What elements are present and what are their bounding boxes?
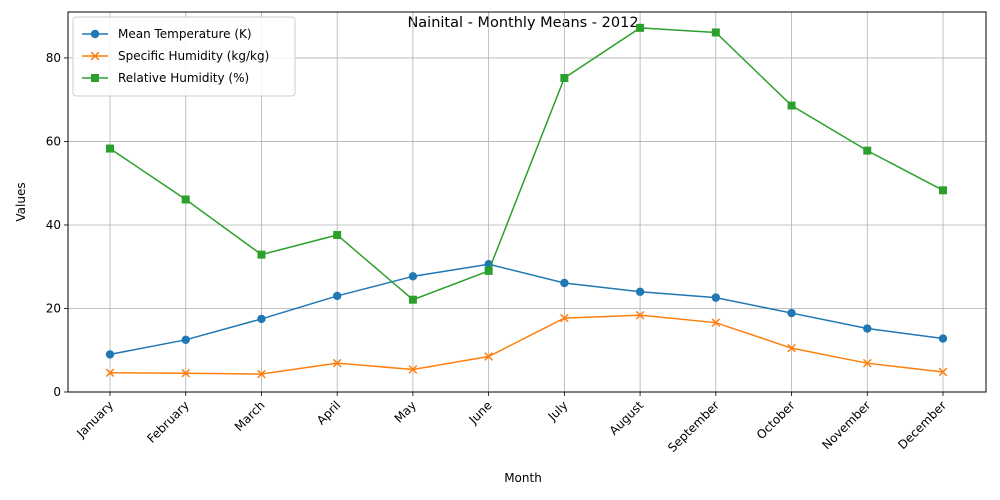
data-point xyxy=(938,334,948,343)
data-point xyxy=(105,350,115,359)
data-point xyxy=(332,358,342,368)
x-tick-label: July xyxy=(545,398,571,424)
data-point xyxy=(863,146,872,155)
data-point xyxy=(333,230,342,239)
data-point xyxy=(862,358,872,368)
data-point xyxy=(787,101,796,110)
chart-title: Nainital - Monthly Means - 2012 xyxy=(407,15,638,31)
series-layer xyxy=(105,23,948,379)
y-tick-label: 0 xyxy=(53,385,61,399)
y-tick-label: 20 xyxy=(46,301,61,315)
axis-ticks: January February March April May June July Augu… xyxy=(46,51,949,455)
y-axis-label: Values xyxy=(14,182,28,221)
data-point xyxy=(484,352,493,361)
data-point xyxy=(711,318,721,328)
legend-item: Mean Temperature (K) xyxy=(82,27,252,41)
x-axis-label: Month xyxy=(504,471,542,485)
legend-marker xyxy=(90,51,100,61)
x-tick-label: March xyxy=(232,398,268,434)
series-line xyxy=(109,27,944,301)
x-tick-label: May xyxy=(392,398,419,425)
x-tick-label: December xyxy=(895,398,949,452)
legend-marker xyxy=(91,74,99,82)
data-point xyxy=(938,367,948,377)
legend-item: Specific Humidity (kg/kg) xyxy=(82,49,269,63)
data-point xyxy=(105,368,115,378)
series-2 xyxy=(105,310,948,379)
data-point xyxy=(408,272,418,281)
data-point xyxy=(257,314,266,324)
series-line xyxy=(109,263,944,356)
legend-box xyxy=(72,16,296,97)
data-point xyxy=(106,144,114,153)
data-point xyxy=(635,310,645,320)
data-point xyxy=(863,324,872,333)
legend-marker xyxy=(90,29,100,39)
data-point xyxy=(408,365,418,374)
x-tick-label: August xyxy=(607,398,647,438)
plot-frame xyxy=(67,11,987,393)
data-point xyxy=(787,343,796,353)
x-tick-label: June xyxy=(466,398,495,427)
data-point xyxy=(332,291,342,301)
data-point xyxy=(711,293,721,302)
data-point xyxy=(408,295,417,304)
data-point xyxy=(257,250,266,259)
legend-label: Specific Humidity (kg/kg) xyxy=(118,49,269,63)
y-tick-label: 40 xyxy=(46,218,61,232)
data-point xyxy=(484,266,493,275)
legend: Mean Temperature (K) Specific Humidity (k… xyxy=(72,16,296,97)
series-line xyxy=(109,314,944,375)
x-tick-label: September xyxy=(665,398,722,455)
data-point xyxy=(181,368,191,378)
x-tick-label: April xyxy=(314,398,343,427)
series-3 xyxy=(106,23,947,304)
x-tick-label: November xyxy=(819,398,873,452)
x-tick-label: January xyxy=(73,398,116,441)
data-point xyxy=(181,195,190,204)
legend-label: Relative Humidity (%) xyxy=(118,71,249,85)
data-point xyxy=(636,23,645,32)
data-point xyxy=(635,287,645,296)
data-point xyxy=(560,73,569,82)
x-tick-label: October xyxy=(754,398,798,442)
data-point xyxy=(560,313,569,323)
data-point xyxy=(181,335,190,345)
legend-item: Relative Humidity (%) xyxy=(82,71,249,85)
data-point xyxy=(939,186,947,195)
data-point xyxy=(257,369,266,379)
x-tick-label: February xyxy=(144,398,192,446)
series-1 xyxy=(105,260,948,359)
data-point xyxy=(560,278,569,288)
y-tick-label: 60 xyxy=(46,134,61,148)
legend-label: Mean Temperature (K) xyxy=(118,27,252,41)
data-point xyxy=(787,308,796,318)
y-tick-label: 80 xyxy=(46,51,61,65)
data-point xyxy=(711,28,720,37)
